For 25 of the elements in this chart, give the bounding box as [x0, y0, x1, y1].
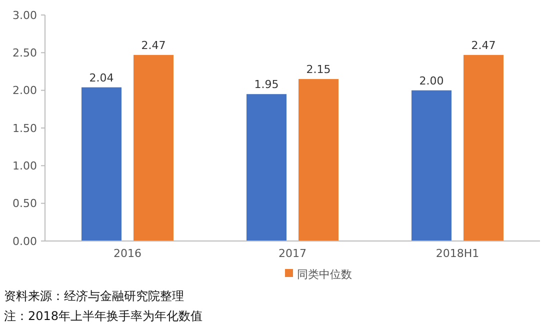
y-tick-label: 1.50: [12, 122, 37, 135]
bar: [464, 54, 504, 241]
y-tick-label: 2.50: [12, 46, 37, 60]
x-tick-label: 2017: [278, 247, 306, 260]
x-tick-label: 2018H1: [436, 247, 480, 260]
y-tick-label: 1.00: [12, 160, 37, 173]
data-label: 2.47: [471, 38, 496, 52]
bar: [246, 94, 286, 241]
data-label: 2.00: [419, 74, 444, 88]
data-label: 2.04: [89, 71, 114, 84]
y-tick-label: 3.00: [12, 8, 37, 22]
bar: [82, 87, 122, 241]
bar: [134, 54, 174, 241]
x-tick-label: 2016: [114, 247, 142, 260]
y-tick-label: 2.00: [12, 84, 37, 98]
data-label: 1.95: [254, 78, 279, 92]
text: 注：2018年上半年换手率为年化数值: [4, 309, 203, 323]
y-tick-label: 0.50: [12, 197, 37, 210]
bar: [412, 90, 452, 241]
y-tick-label: 0.00: [12, 234, 37, 248]
text: 资料来源：经济与金融研究院整理: [4, 289, 184, 303]
bar: [298, 79, 338, 241]
data-label: 2.15: [306, 63, 331, 76]
data-label: 2.47: [141, 38, 166, 52]
legend-label: 同类中位数: [297, 268, 352, 281]
